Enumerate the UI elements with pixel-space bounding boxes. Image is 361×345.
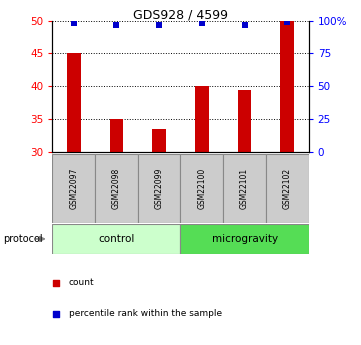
Text: microgravity: microgravity xyxy=(212,234,278,244)
Text: control: control xyxy=(98,234,135,244)
Bar xyxy=(52,224,180,254)
Bar xyxy=(95,154,138,223)
Point xyxy=(242,22,247,27)
Bar xyxy=(223,154,266,223)
Point xyxy=(156,22,162,27)
Text: GDS928 / 4599: GDS928 / 4599 xyxy=(133,9,228,22)
Text: percentile rank within the sample: percentile rank within the sample xyxy=(69,309,222,318)
Point xyxy=(71,21,77,26)
Bar xyxy=(280,21,294,152)
Text: count: count xyxy=(69,278,94,287)
Point xyxy=(53,311,59,317)
Bar xyxy=(152,129,166,152)
Text: GSM22097: GSM22097 xyxy=(69,167,78,209)
Point xyxy=(284,19,290,25)
Bar xyxy=(52,154,95,223)
Text: GSM22102: GSM22102 xyxy=(283,167,292,209)
Point xyxy=(53,280,59,286)
Bar xyxy=(138,154,180,223)
Bar xyxy=(180,154,223,223)
Text: GSM22099: GSM22099 xyxy=(155,167,164,209)
Text: GSM22101: GSM22101 xyxy=(240,167,249,209)
Bar xyxy=(180,224,309,254)
Text: GSM22098: GSM22098 xyxy=(112,167,121,209)
Bar xyxy=(195,86,209,152)
Bar xyxy=(266,154,309,223)
Text: GSM22100: GSM22100 xyxy=(197,167,206,209)
Bar xyxy=(67,53,81,152)
Bar xyxy=(238,89,251,152)
Point xyxy=(113,22,119,27)
Bar xyxy=(110,119,123,152)
Point xyxy=(199,21,205,26)
Text: protocol: protocol xyxy=(4,234,43,244)
